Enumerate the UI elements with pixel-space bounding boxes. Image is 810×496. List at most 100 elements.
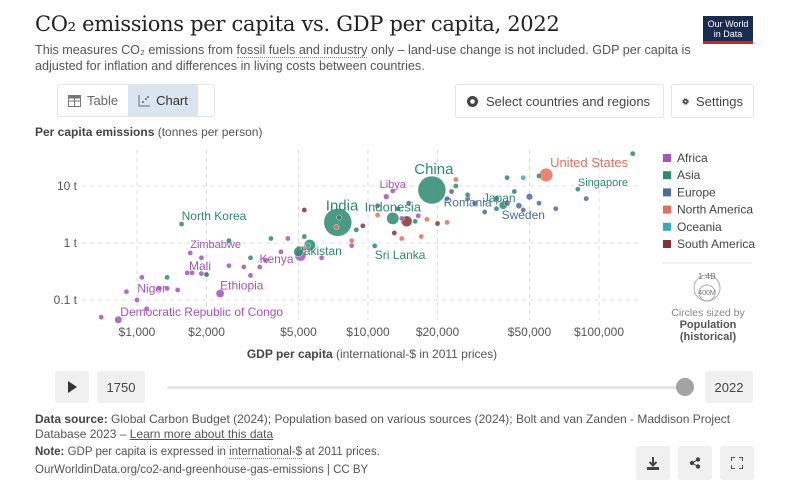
data-point: [389, 188, 396, 194]
data-point: [444, 195, 450, 202]
source-text: Global Carbon Budget (2024); Population …: [35, 412, 731, 441]
data-point: [318, 254, 325, 261]
tab-table[interactable]: Table: [58, 85, 128, 116]
data-point: [285, 235, 291, 242]
data-point: [520, 207, 527, 213]
legend-swatch: [663, 222, 671, 231]
share-button[interactable]: [678, 446, 712, 480]
data-point: [247, 272, 254, 279]
data-point: [215, 289, 225, 298]
size-legend-variable-note: (historical): [680, 331, 737, 343]
point-label: China: [414, 161, 454, 178]
x-axis-label: GDP per capita (international-$ in 2011 …: [247, 347, 497, 361]
point-label: Indonesia: [365, 199, 422, 214]
point-label: Sweden: [502, 208, 545, 222]
x-tick-label: $100,000: [574, 325, 624, 339]
y-axis-label-bold: Per capita emissions: [35, 125, 155, 139]
tab-chart[interactable]: Chart: [128, 85, 198, 116]
data-point: [448, 188, 455, 195]
data-point: [293, 246, 304, 257]
download-button[interactable]: [636, 446, 670, 480]
data-point: [536, 200, 542, 206]
data-point: [353, 227, 360, 233]
data-point: [226, 237, 232, 244]
data-point: [583, 195, 589, 202]
tab-chart-label: Chart: [156, 93, 188, 108]
data-point: [262, 257, 269, 264]
point-label: Japan: [483, 191, 516, 205]
settings-button[interactable]: Settings: [671, 84, 754, 118]
data-point: [241, 264, 247, 270]
data-point: [520, 174, 527, 181]
data-point: [187, 250, 194, 256]
timeline-track[interactable]: [167, 386, 685, 389]
select-countries-button[interactable]: Select countries and regions: [455, 84, 664, 118]
learn-more-link[interactable]: Learn more about this data: [129, 427, 274, 441]
data-point: [503, 199, 511, 207]
scatter-chart: Per capita emissions (tonnes per person)…: [35, 125, 755, 361]
legend-swatch: [663, 154, 671, 162]
legend-label: South America: [677, 237, 755, 251]
legend-swatch: [663, 171, 671, 180]
play-button[interactable]: [55, 371, 89, 403]
point-label: North Korea: [182, 209, 247, 223]
data-point: [391, 230, 398, 236]
international-dollar-link[interactable]: international-$: [229, 446, 302, 459]
data-point: [444, 219, 450, 226]
data-point: [348, 242, 355, 249]
subtitle-text: This measures CO₂ emissions from: [35, 43, 237, 57]
point-label: Ethiopia: [220, 279, 264, 293]
share-icon: [689, 457, 701, 469]
data-point: [360, 223, 366, 229]
data-point: [515, 202, 523, 209]
note-text-end: at 2011 prices.: [301, 446, 380, 458]
legend-label: Africa: [677, 151, 708, 165]
settings-label: Settings: [696, 93, 743, 109]
tab-table-label: Table: [87, 93, 119, 108]
data-point: [268, 235, 274, 242]
data-point: [453, 183, 459, 189]
note: Note: GDP per capita is expressed in int…: [35, 446, 380, 459]
data-point: [481, 209, 488, 215]
scatter-chart-icon: [138, 94, 151, 106]
data-point: [374, 202, 381, 209]
data-point: [247, 254, 254, 261]
timeline-start[interactable]: 1750: [97, 371, 145, 403]
data-point: [278, 249, 284, 255]
size-legend-small-label: 400M: [698, 290, 716, 297]
play-icon: [68, 381, 77, 393]
fullscreen-button[interactable]: [720, 446, 754, 480]
timeline-end[interactable]: 2022: [705, 371, 753, 403]
source-label: Data source:: [35, 412, 108, 426]
gear-icon: [682, 97, 689, 105]
download-icon: [647, 456, 659, 470]
fullscreen-icon: [731, 457, 743, 469]
point-label: Romania: [444, 196, 492, 210]
legend-label: Asia: [677, 168, 701, 182]
data-point: [134, 297, 140, 303]
data-point: [415, 213, 422, 219]
data-point: [98, 314, 105, 320]
size-legend-caption: Circles sized by: [671, 307, 745, 319]
size-legend-small-circle: [698, 284, 716, 302]
data-source: Data source: Global Carbon Budget (2024)…: [35, 412, 755, 442]
point-label: Libya: [380, 179, 407, 191]
data-point: [143, 306, 150, 312]
data-point: [164, 285, 170, 292]
data-point: [333, 224, 340, 230]
data-point: [504, 174, 510, 181]
view-tabs: Table Chart: [57, 84, 215, 117]
fossil-fuels-link[interactable]: fossil fuels and industry: [236, 43, 368, 58]
data-point: [493, 205, 500, 212]
data-point: [336, 214, 342, 221]
source-url[interactable]: OurWorldinData.org/co2-and-greenhouse-ga…: [35, 464, 369, 476]
y-tick-label: 10 t: [57, 179, 78, 193]
legend-label: Europe: [677, 185, 716, 199]
data-point: [174, 287, 181, 293]
legend-label: North America: [677, 203, 753, 217]
data-point: [395, 205, 401, 212]
data-point: [629, 150, 636, 157]
owid-logo[interactable]: Our World in Data: [703, 16, 753, 44]
timeline-handle[interactable]: [676, 378, 694, 396]
point-label: Pakistan: [296, 244, 342, 258]
